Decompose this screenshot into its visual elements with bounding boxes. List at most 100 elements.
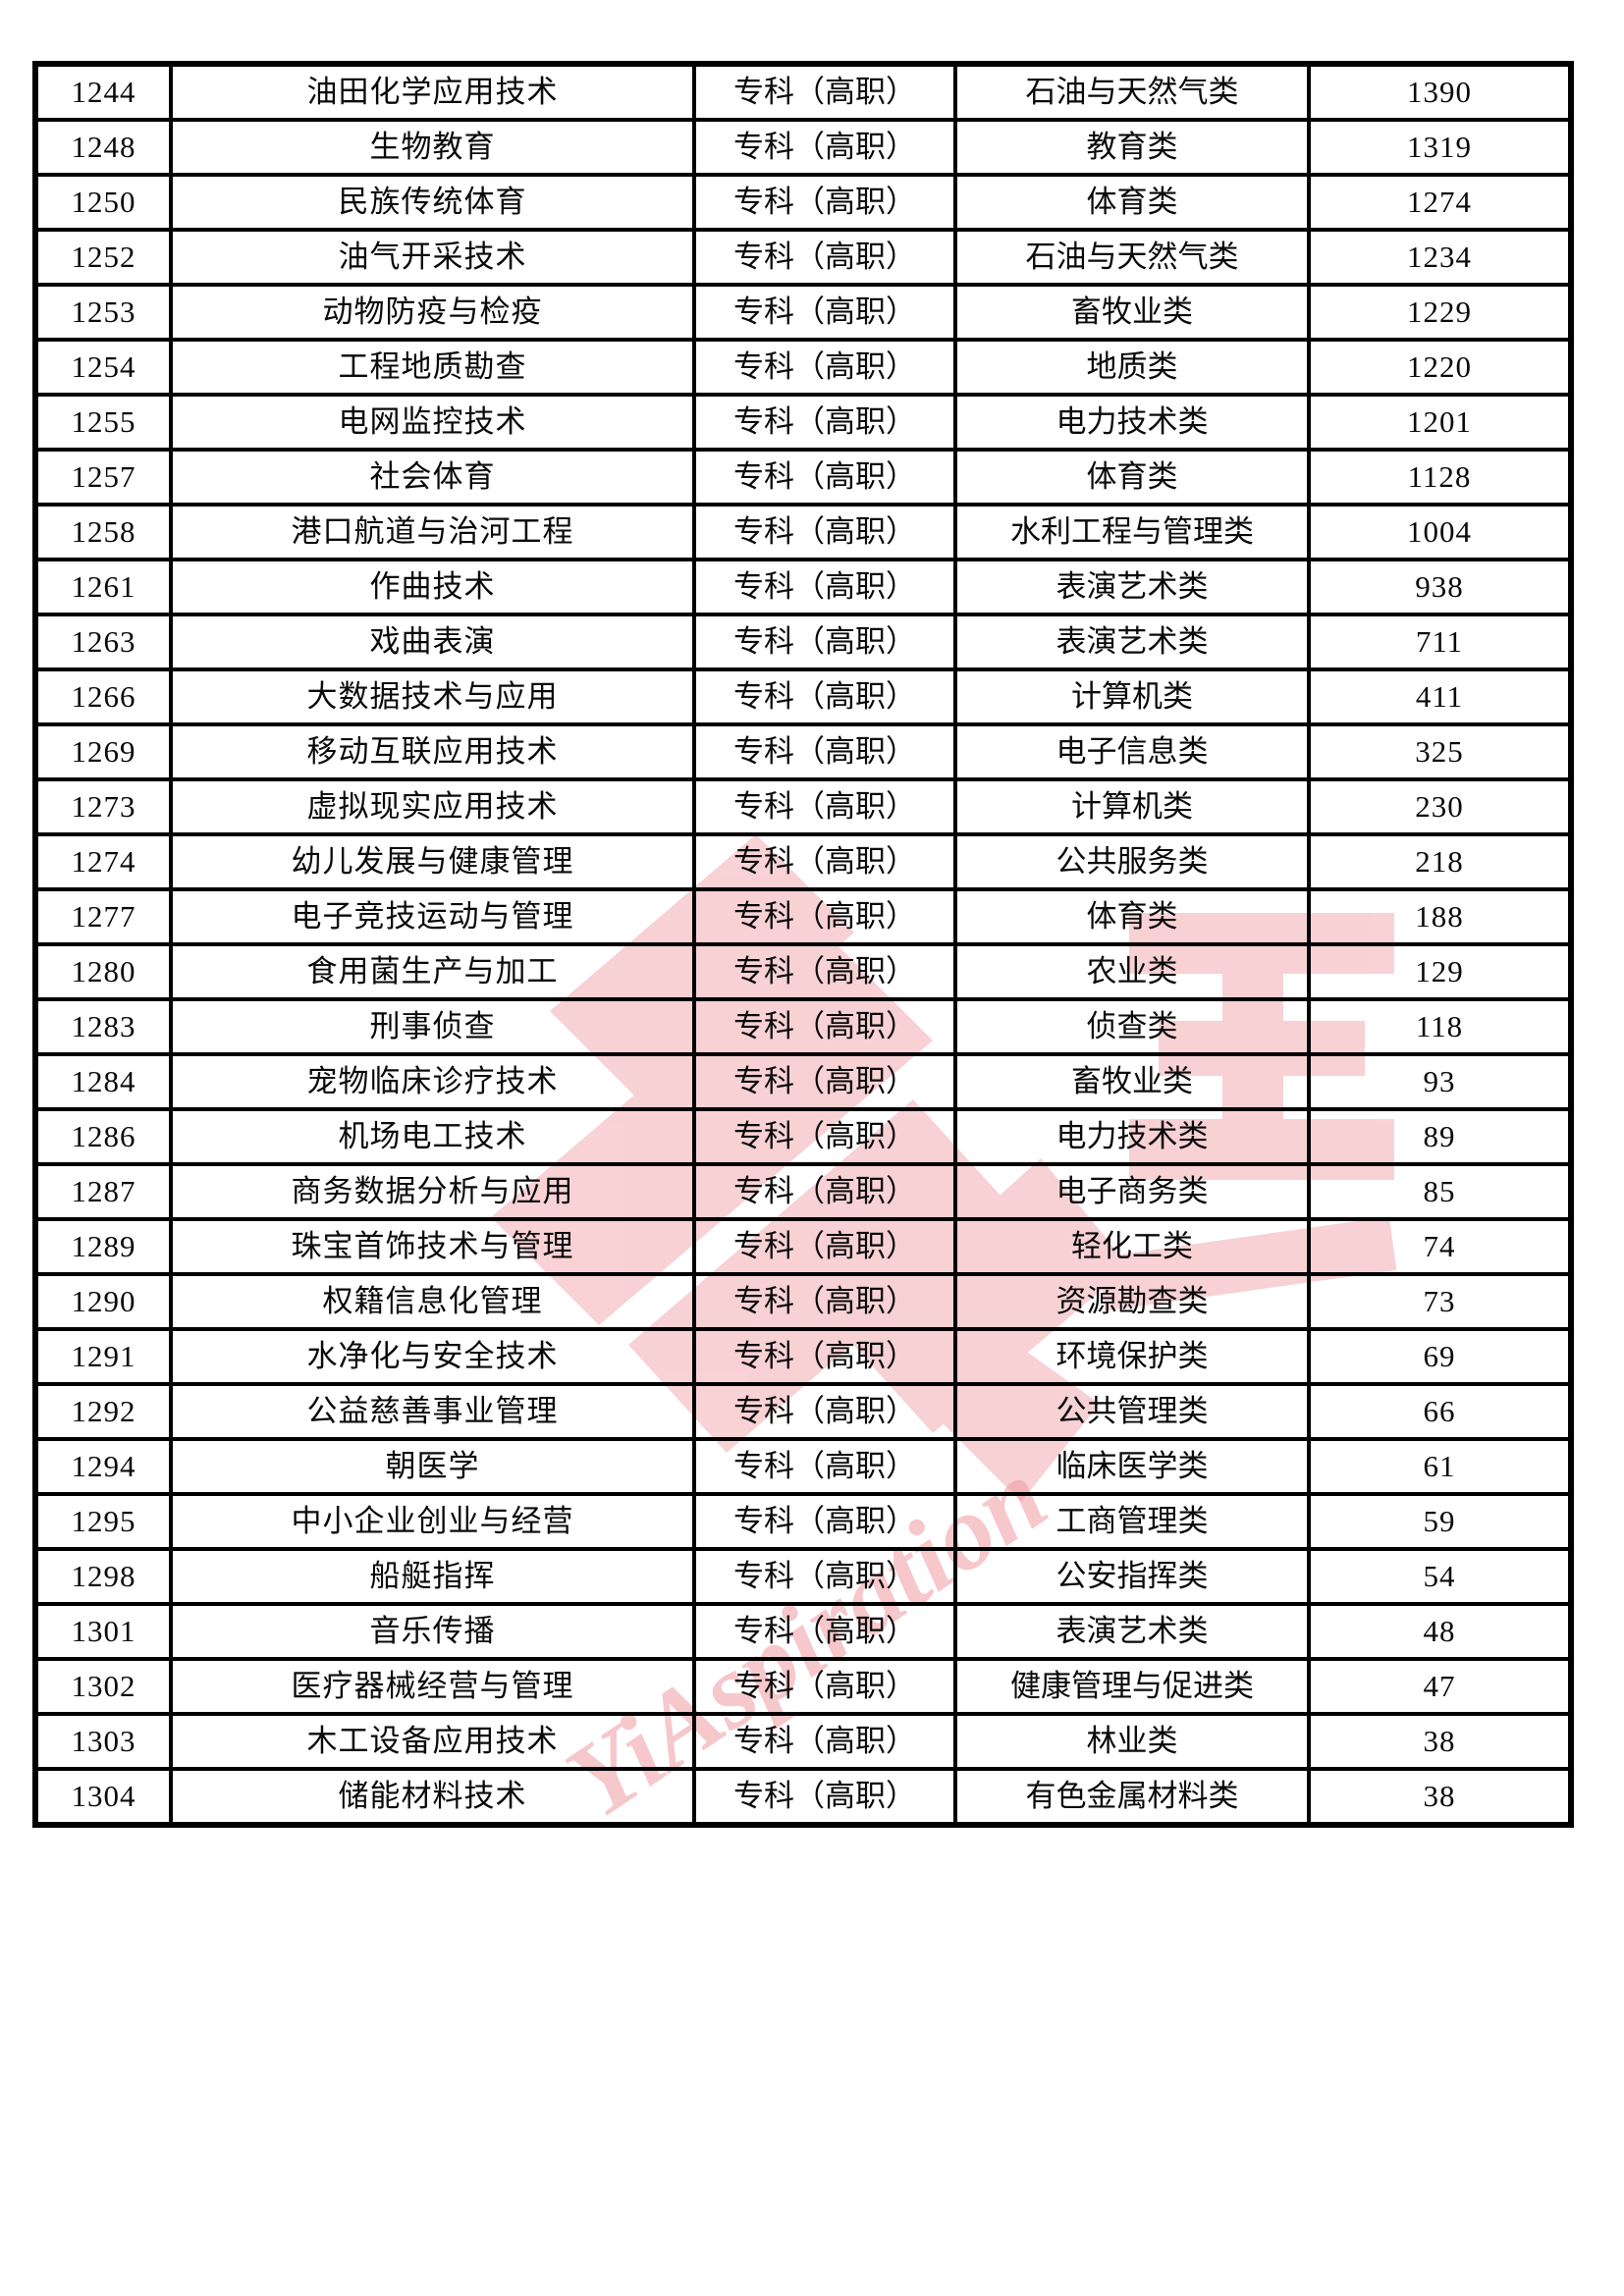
table-row: 1291 水净化与安全技术 专科（高职） 环境保护类 69 xyxy=(33,1327,1573,1386)
major-name-cell: 刑事侦查 xyxy=(169,997,696,1056)
table-row: 1269 移动互联应用技术 专科（高职） 电子信息类 325 xyxy=(33,722,1573,781)
category-cell: 林业类 xyxy=(953,1712,1311,1771)
major-code-cell: 1273 xyxy=(33,777,173,836)
major-code-cell: 1284 xyxy=(33,1052,173,1111)
count-cell: 1128 xyxy=(1307,448,1573,507)
count-cell: 1319 xyxy=(1307,118,1573,177)
category-cell: 有色金属材料类 xyxy=(953,1767,1311,1827)
table-row: 1248 生物教育 专科（高职） 教育类 1319 xyxy=(33,118,1573,177)
major-name-cell: 公益慈善事业管理 xyxy=(169,1382,696,1441)
major-name-cell: 社会体育 xyxy=(169,448,696,507)
table-row: 1294 朝医学 专科（高职） 临床医学类 61 xyxy=(33,1437,1573,1496)
major-name-cell: 幼儿发展与健康管理 xyxy=(169,832,696,891)
level-cell: 专科（高职） xyxy=(692,338,957,397)
major-name-cell: 权籍信息化管理 xyxy=(169,1272,696,1331)
major-name-cell: 食用菌生产与加工 xyxy=(169,942,696,1001)
level-cell: 专科（高职） xyxy=(692,1327,957,1386)
category-cell: 电力技术类 xyxy=(953,393,1311,452)
table-row: 1274 幼儿发展与健康管理 专科（高职） 公共服务类 218 xyxy=(33,832,1573,891)
table-row: 1287 商务数据分析与应用 专科（高职） 电子商务类 85 xyxy=(33,1162,1573,1221)
major-code-cell: 1298 xyxy=(33,1547,173,1606)
major-name-cell: 机场电工技术 xyxy=(169,1107,696,1166)
major-name-cell: 水净化与安全技术 xyxy=(169,1327,696,1386)
category-cell: 畜牧业类 xyxy=(953,1052,1311,1111)
level-cell: 专科（高职） xyxy=(692,942,957,1001)
category-cell: 石油与天然气类 xyxy=(953,62,1311,122)
level-cell: 专科（高职） xyxy=(692,613,957,671)
count-cell: 85 xyxy=(1307,1162,1573,1221)
level-cell: 专科（高职） xyxy=(692,667,957,726)
table-row: 1280 食用菌生产与加工 专科（高职） 农业类 129 xyxy=(33,942,1573,1001)
majors-score-table: 1244 油田化学应用技术 专科（高职） 石油与天然气类 1390 1248 生物教育 专科（… xyxy=(32,61,1574,1828)
major-name-cell: 电网监控技术 xyxy=(169,393,696,452)
major-name-cell: 医疗器械经营与管理 xyxy=(169,1657,696,1716)
category-cell: 侦查类 xyxy=(953,997,1311,1056)
major-name-cell: 木工设备应用技术 xyxy=(169,1712,696,1771)
major-code-cell: 1292 xyxy=(33,1382,173,1441)
level-cell: 专科（高职） xyxy=(692,173,957,232)
major-code-cell: 1250 xyxy=(33,173,173,232)
major-code-cell: 1289 xyxy=(33,1217,173,1276)
count-cell: 1220 xyxy=(1307,338,1573,397)
category-cell: 表演艺术类 xyxy=(953,613,1311,671)
major-name-cell: 油气开采技术 xyxy=(169,228,696,287)
table-row: 1252 油气开采技术 专科（高职） 石油与天然气类 1234 xyxy=(33,228,1573,287)
category-cell: 公共管理类 xyxy=(953,1382,1311,1441)
category-cell: 体育类 xyxy=(953,173,1311,232)
table-row: 1250 民族传统体育 专科（高职） 体育类 1274 xyxy=(33,173,1573,232)
category-cell: 电子商务类 xyxy=(953,1162,1311,1221)
level-cell: 专科（高职） xyxy=(692,1767,957,1827)
category-cell: 环境保护类 xyxy=(953,1327,1311,1386)
level-cell: 专科（高职） xyxy=(692,1547,957,1606)
major-code-cell: 1261 xyxy=(33,558,173,616)
table-row: 1304 储能材料技术 专科（高职） 有色金属材料类 38 xyxy=(33,1767,1573,1827)
level-cell: 专科（高职） xyxy=(692,393,957,452)
table-row: 1295 中小企业创业与经营 专科（高职） 工商管理类 59 xyxy=(33,1492,1573,1551)
level-cell: 专科（高职） xyxy=(692,228,957,287)
table-row: 1254 工程地质勘查 专科（高职） 地质类 1220 xyxy=(33,338,1573,397)
level-cell: 专科（高职） xyxy=(692,1052,957,1111)
major-name-cell: 工程地质勘查 xyxy=(169,338,696,397)
count-cell: 1390 xyxy=(1307,62,1573,122)
major-code-cell: 1258 xyxy=(33,503,173,561)
majors-score-table-container: 1244 油田化学应用技术 专科（高职） 石油与天然气类 1390 1248 生物教育 专科（… xyxy=(32,61,1574,1828)
count-cell: 188 xyxy=(1307,887,1573,946)
major-code-cell: 1248 xyxy=(33,118,173,177)
major-code-cell: 1291 xyxy=(33,1327,173,1386)
category-cell: 计算机类 xyxy=(953,777,1311,836)
count-cell: 325 xyxy=(1307,722,1573,781)
major-code-cell: 1286 xyxy=(33,1107,173,1166)
major-code-cell: 1253 xyxy=(33,283,173,342)
level-cell: 专科（高职） xyxy=(692,558,957,616)
major-name-cell: 作曲技术 xyxy=(169,558,696,616)
level-cell: 专科（高职） xyxy=(692,448,957,507)
major-code-cell: 1290 xyxy=(33,1272,173,1331)
count-cell: 74 xyxy=(1307,1217,1573,1276)
major-name-cell: 油田化学应用技术 xyxy=(169,62,696,122)
table-row: 1301 音乐传播 专科（高职） 表演艺术类 48 xyxy=(33,1602,1573,1661)
level-cell: 专科（高职） xyxy=(692,1657,957,1716)
category-cell: 畜牧业类 xyxy=(953,283,1311,342)
major-name-cell: 生物教育 xyxy=(169,118,696,177)
level-cell: 专科（高职） xyxy=(692,62,957,122)
count-cell: 61 xyxy=(1307,1437,1573,1496)
table-row: 1277 电子竞技运动与管理 专科（高职） 体育类 188 xyxy=(33,887,1573,946)
table-row: 1286 机场电工技术 专科（高职） 电力技术类 89 xyxy=(33,1107,1573,1166)
level-cell: 专科（高职） xyxy=(692,997,957,1056)
level-cell: 专科（高职） xyxy=(692,118,957,177)
table-row: 1263 戏曲表演 专科（高职） 表演艺术类 711 xyxy=(33,613,1573,671)
table-row: 1284 宠物临床诊疗技术 专科（高职） 畜牧业类 93 xyxy=(33,1052,1573,1111)
category-cell: 轻化工类 xyxy=(953,1217,1311,1276)
major-name-cell: 港口航道与治河工程 xyxy=(169,503,696,561)
category-cell: 农业类 xyxy=(953,942,1311,1001)
count-cell: 38 xyxy=(1307,1767,1573,1827)
count-cell: 93 xyxy=(1307,1052,1573,1111)
category-cell: 电子信息类 xyxy=(953,722,1311,781)
major-name-cell: 虚拟现实应用技术 xyxy=(169,777,696,836)
level-cell: 专科（高职） xyxy=(692,887,957,946)
count-cell: 1004 xyxy=(1307,503,1573,561)
major-code-cell: 1283 xyxy=(33,997,173,1056)
major-code-cell: 1277 xyxy=(33,887,173,946)
category-cell: 体育类 xyxy=(953,887,1311,946)
major-name-cell: 移动互联应用技术 xyxy=(169,722,696,781)
